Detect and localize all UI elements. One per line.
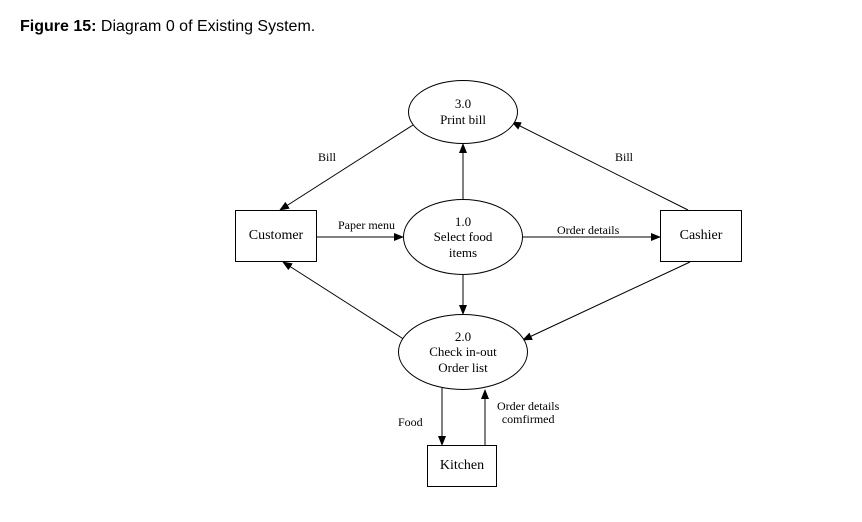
edge-checklist-to-customer <box>283 262 405 340</box>
label-odc-line1: Order details <box>497 399 559 413</box>
process-select-food-name1: Select food <box>434 229 493 245</box>
process-check-list-name2: Order list <box>438 360 487 376</box>
process-print-bill-name: Print bill <box>440 112 486 128</box>
label-order-details: Order details <box>557 223 619 238</box>
process-check-list-id: 2.0 <box>455 329 471 345</box>
process-select-food-id: 1.0 <box>455 214 471 230</box>
process-print-bill-id: 3.0 <box>455 96 471 112</box>
label-order-details-confirmed: Order details comfirmed <box>497 400 559 426</box>
label-bill-left: Bill <box>318 150 336 165</box>
entity-cashier-label: Cashier <box>680 228 723 244</box>
process-select-food-name2: items <box>449 245 477 261</box>
label-food: Food <box>398 415 423 430</box>
label-bill-right: Bill <box>615 150 633 165</box>
process-select-food: 1.0 Select food items <box>403 199 523 275</box>
entity-cashier: Cashier <box>660 210 742 262</box>
process-print-bill: 3.0 Print bill <box>408 80 518 144</box>
edge-printbill-to-customer <box>280 125 413 210</box>
entity-kitchen: Kitchen <box>427 445 497 487</box>
diagram-canvas: Figure 15: Diagram 0 of Existing System. <box>0 0 862 522</box>
process-check-list-name1: Check in-out <box>429 344 497 360</box>
process-check-list: 2.0 Check in-out Order list <box>398 314 528 390</box>
edge-cashier-to-checklist <box>523 262 690 340</box>
entity-customer-label: Customer <box>249 228 303 244</box>
entity-kitchen-label: Kitchen <box>440 458 484 474</box>
label-paper-menu: Paper menu <box>338 218 395 233</box>
entity-customer: Customer <box>235 210 317 262</box>
edge-cashier-to-printbill <box>512 122 688 210</box>
label-odc-line2: comfirmed <box>502 412 555 426</box>
